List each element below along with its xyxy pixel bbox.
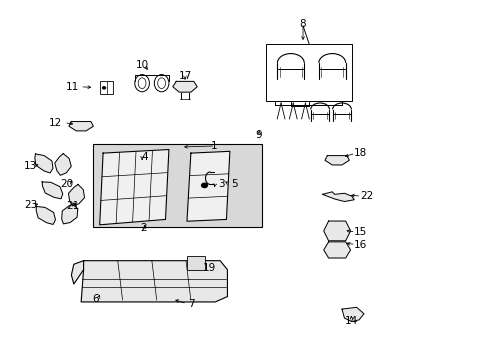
Text: 3: 3 xyxy=(217,179,224,189)
Polygon shape xyxy=(322,192,353,202)
Polygon shape xyxy=(186,151,229,221)
Text: 2: 2 xyxy=(140,224,147,233)
Circle shape xyxy=(102,87,105,89)
Polygon shape xyxy=(35,154,53,173)
Text: 21: 21 xyxy=(66,201,80,211)
Bar xyxy=(266,44,351,101)
Polygon shape xyxy=(61,203,78,224)
Text: 13: 13 xyxy=(24,161,38,171)
Text: 9: 9 xyxy=(255,130,262,140)
Text: 17: 17 xyxy=(178,71,191,81)
Text: 1: 1 xyxy=(211,141,217,151)
Text: 11: 11 xyxy=(65,82,79,92)
Text: 22: 22 xyxy=(360,191,373,201)
Bar xyxy=(93,144,261,226)
Polygon shape xyxy=(341,307,363,321)
Text: 6: 6 xyxy=(92,294,99,304)
Polygon shape xyxy=(100,149,168,225)
Text: 15: 15 xyxy=(353,227,366,237)
Text: 14: 14 xyxy=(345,316,358,325)
Polygon shape xyxy=(55,154,71,175)
Polygon shape xyxy=(71,261,83,284)
Text: 20: 20 xyxy=(60,179,73,189)
Polygon shape xyxy=(36,206,55,224)
Text: 19: 19 xyxy=(203,263,216,273)
Polygon shape xyxy=(325,156,348,165)
Bar xyxy=(100,81,113,94)
Polygon shape xyxy=(42,182,62,199)
Text: 4: 4 xyxy=(141,152,147,162)
Polygon shape xyxy=(323,242,350,258)
Circle shape xyxy=(201,183,207,188)
Polygon shape xyxy=(68,184,84,206)
Text: 18: 18 xyxy=(353,148,366,158)
Polygon shape xyxy=(323,221,350,241)
Bar xyxy=(186,256,204,270)
Text: 16: 16 xyxy=(353,239,366,249)
Polygon shape xyxy=(172,81,197,92)
Polygon shape xyxy=(81,261,227,302)
Text: 12: 12 xyxy=(48,118,61,128)
Text: 7: 7 xyxy=(188,299,195,309)
Text: 5: 5 xyxy=(230,179,237,189)
Text: 8: 8 xyxy=(299,19,305,29)
Text: 10: 10 xyxy=(135,60,148,70)
Polygon shape xyxy=(69,122,93,131)
Text: 23: 23 xyxy=(24,200,38,210)
